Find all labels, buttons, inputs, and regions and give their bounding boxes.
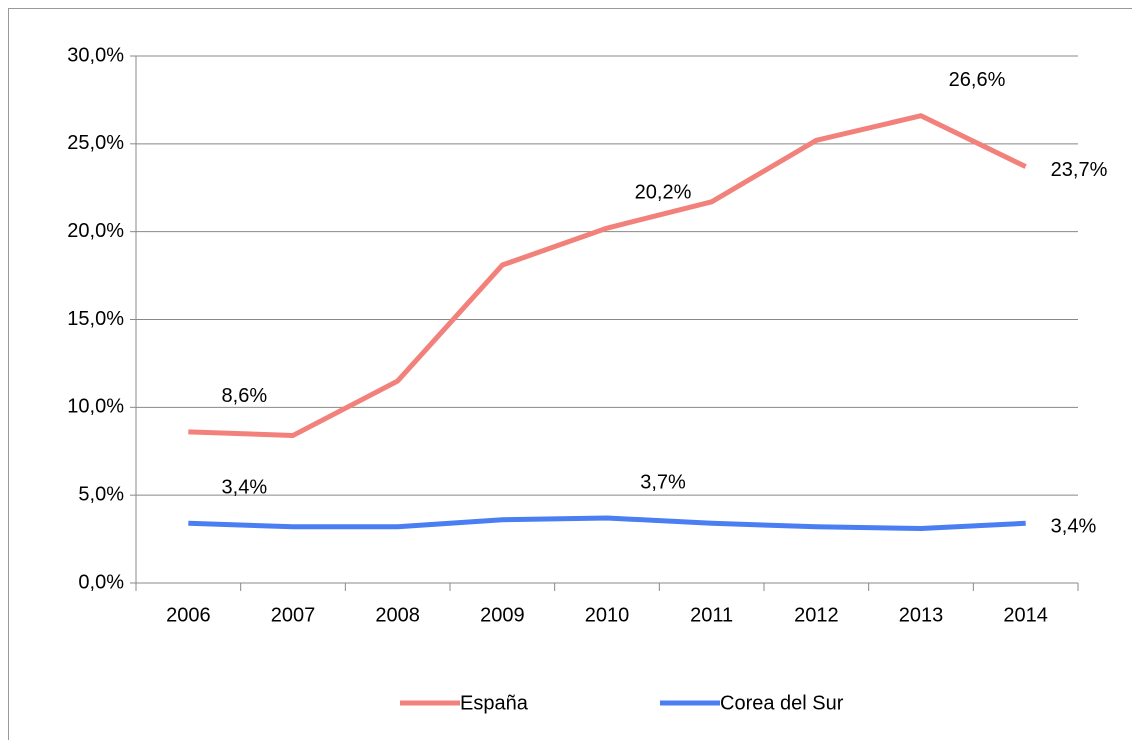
legend-label: Corea del Sur xyxy=(720,692,844,714)
data-label: 8,6% xyxy=(222,385,268,407)
y-tick-label: 10,0% xyxy=(67,396,124,418)
x-tick-label: 2014 xyxy=(1003,604,1048,626)
y-tick-label: 0,0% xyxy=(78,571,124,593)
x-tick-label: 2008 xyxy=(375,604,420,626)
data-label: 3,7% xyxy=(640,471,686,493)
legend-label: España xyxy=(460,692,529,714)
x-tick-label: 2009 xyxy=(480,604,525,626)
y-tick-label: 20,0% xyxy=(67,220,124,242)
series-line xyxy=(188,113,1027,438)
x-tick-label: 2007 xyxy=(271,604,316,626)
data-label: 3,4% xyxy=(1051,516,1097,538)
y-tick-label: 5,0% xyxy=(78,483,124,505)
x-tick-label: 2010 xyxy=(585,604,630,626)
y-tick-label: 30,0% xyxy=(67,44,124,66)
x-tick-label: 2012 xyxy=(794,604,839,626)
y-tick-label: 15,0% xyxy=(67,308,124,330)
chart-frame xyxy=(8,8,1132,740)
data-label: 23,7% xyxy=(1051,159,1108,181)
data-label: 26,6% xyxy=(949,69,1006,91)
data-label: 3,4% xyxy=(222,477,268,499)
x-tick-label: 2013 xyxy=(899,604,944,626)
data-label: 20,2% xyxy=(635,181,692,203)
y-tick-label: 25,0% xyxy=(67,132,124,154)
series-line xyxy=(188,515,1026,532)
x-tick-label: 2011 xyxy=(690,604,733,626)
x-tick-label: 2006 xyxy=(166,604,211,626)
